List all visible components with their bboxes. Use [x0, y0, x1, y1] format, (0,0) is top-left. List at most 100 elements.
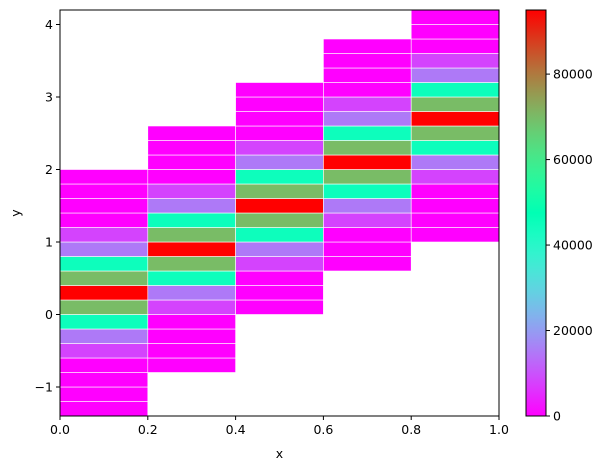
- heatmap-cell-c1-b11: [147, 198, 236, 214]
- x-tick-label: 0.6: [313, 422, 333, 437]
- heatmap-cell-c4-b8: [410, 111, 500, 127]
- heatmap-cell-c4-b2: [410, 198, 500, 214]
- heatmap-cell-c1-b5: [147, 285, 236, 301]
- heatmap-cell-c1-b3: [147, 314, 236, 330]
- y-tick-label: 3: [45, 90, 53, 105]
- heatmap-cell-c0-b9: [59, 270, 149, 286]
- heatmap-cell-c2-b13: [235, 111, 324, 127]
- heatmap-cell-c3-b10: [323, 111, 412, 127]
- heatmap-cell-c1-b6: [147, 270, 236, 286]
- heatmap-cell-c4-b13: [410, 38, 500, 54]
- colorbar-tick-label: 40000: [553, 238, 593, 253]
- heatmap-cell-c4-b11: [410, 67, 500, 83]
- y-tick-label: −1: [35, 380, 53, 395]
- heatmap-cell-c1-b12: [147, 183, 236, 199]
- heatmap-cell-c3-b13: [323, 67, 412, 83]
- heatmap-cell-c4-b5: [410, 154, 500, 170]
- heatmap-cell-c3-b0: [323, 256, 412, 272]
- heatmap-cell-c1-b1: [147, 343, 236, 359]
- heatmap-cell-c3-b14: [323, 53, 412, 69]
- x-axis-label: x: [276, 446, 283, 461]
- heatmap-cell-c3-b15: [323, 38, 412, 54]
- heatmap-cell-c1-b15: [147, 140, 236, 156]
- y-tick-label: 2: [45, 162, 53, 177]
- heatmap-cell-c1-b16: [147, 125, 236, 141]
- colorbar-tick-label: 20000: [553, 323, 593, 338]
- heatmap-cell-c2-b14: [235, 96, 324, 112]
- heatmap-cell-c0-b12: [59, 227, 149, 243]
- colorbar-tick-label: 80000: [553, 67, 593, 82]
- plot-frame: [59, 9, 500, 417]
- heatmap-cell-c3-b1: [323, 241, 412, 257]
- heatmap-cell-c3-b2: [323, 227, 412, 243]
- heatmap-cell-c2-b3: [235, 256, 324, 272]
- heatmap-cell-c2-b15: [235, 82, 324, 98]
- heatmap-cell-c0-b7: [59, 299, 149, 315]
- x-axis-ticks: 0.0 0.2 0.4 0.6 0.8 1.0: [50, 416, 509, 437]
- heatmap-cell-c0-b13: [59, 212, 149, 228]
- heatmap-cell-c0-b14: [59, 198, 149, 214]
- heatmap-cell-c4-b6: [410, 140, 500, 156]
- heatmap-cell-c2-b0: [235, 299, 324, 315]
- heatmap-cell-c1-b10: [147, 212, 236, 228]
- heatmap-cell-c0-b5: [59, 328, 149, 344]
- x-tick-label: 0.8: [401, 422, 421, 437]
- heatmap-cell-c3-b4: [323, 198, 412, 214]
- heatmap-cell-c1-b7: [147, 256, 236, 272]
- heatmap-cell-c2-b8: [235, 183, 324, 199]
- colorbar-ticks: 0 20000 40000 60000 80000: [546, 67, 593, 424]
- heatmap-cell-c3-b9: [323, 125, 412, 141]
- heatmap-cell-c4-b15: [410, 9, 500, 25]
- heatmap-cell-c2-b9: [235, 169, 324, 185]
- heatmap-cell-c3-b5: [323, 183, 412, 199]
- heatmap-cell-c0-b0: [59, 401, 149, 417]
- heatmap-cell-c4-b9: [410, 96, 500, 112]
- x-tick-label: 1.0: [489, 422, 509, 437]
- heatmap-cell-c2-b10: [235, 154, 324, 170]
- heatmap-cell-c3-b8: [323, 140, 412, 156]
- x-tick-label: 0.4: [226, 422, 246, 437]
- heatmap-cell-c0-b3: [59, 357, 149, 373]
- heatmap-cell-c3-b7: [323, 154, 412, 170]
- y-tick-label: 1: [45, 235, 53, 250]
- heatmap-cell-c3-b12: [323, 82, 412, 98]
- heatmap-cell-c4-b10: [410, 82, 500, 98]
- heatmap-cell-c2-b5: [235, 227, 324, 243]
- heatmap-cell-c2-b2: [235, 270, 324, 286]
- heatmap-cell-c4-b7: [410, 125, 500, 141]
- heatmap-cell-c1-b8: [147, 241, 236, 257]
- heatmap-cell-c4-b14: [410, 24, 500, 40]
- y-tick-label: 4: [45, 17, 53, 32]
- heatmap-cell-c0-b16: [59, 169, 149, 185]
- y-axis-ticks: −1 0 1 2 3 4: [35, 17, 60, 395]
- heatmap-cell-c1-b13: [147, 169, 236, 185]
- x-tick-label: 0.2: [138, 422, 158, 437]
- heatmap-cell-c2-b12: [235, 125, 324, 141]
- heatmap-cell-c0-b11: [59, 241, 149, 257]
- heatmap-cell-c1-b14: [147, 154, 236, 170]
- heatmap-cell-c0-b10: [59, 256, 149, 272]
- colorbar-tick-label: 0: [553, 409, 561, 424]
- heatmap-cell-c1-b0: [147, 357, 236, 373]
- colorbar: [525, 9, 547, 417]
- heatmap-cell-c4-b0: [410, 227, 500, 243]
- heatmap-cell-c2-b6: [235, 212, 324, 228]
- y-axis-label: y: [8, 209, 23, 217]
- heatmap-cell-c0-b2: [59, 372, 149, 388]
- heatmap-cell-c3-b3: [323, 212, 412, 228]
- heatmap-cell-c3-b6: [323, 169, 412, 185]
- heatmap-cell-c3-b11: [323, 96, 412, 112]
- heatmap-cell-c4-b1: [410, 212, 500, 228]
- heatmap-cell-c4-b3: [410, 183, 500, 199]
- heatmap-cell-c4-b4: [410, 169, 500, 185]
- heatmap-cell-c0-b8: [59, 285, 149, 301]
- heatmap-cell-c2-b1: [235, 285, 324, 301]
- heatmap-cell-c0-b15: [59, 183, 149, 199]
- heatmap-cell-c4-b12: [410, 53, 500, 69]
- heatmap-cell-c1-b4: [147, 299, 236, 315]
- heatmap-cell-c1-b2: [147, 328, 236, 344]
- heatmap-cells: [59, 9, 500, 417]
- heatmap-cell-c0-b1: [59, 386, 149, 402]
- heatmap-cell-c0-b4: [59, 343, 149, 359]
